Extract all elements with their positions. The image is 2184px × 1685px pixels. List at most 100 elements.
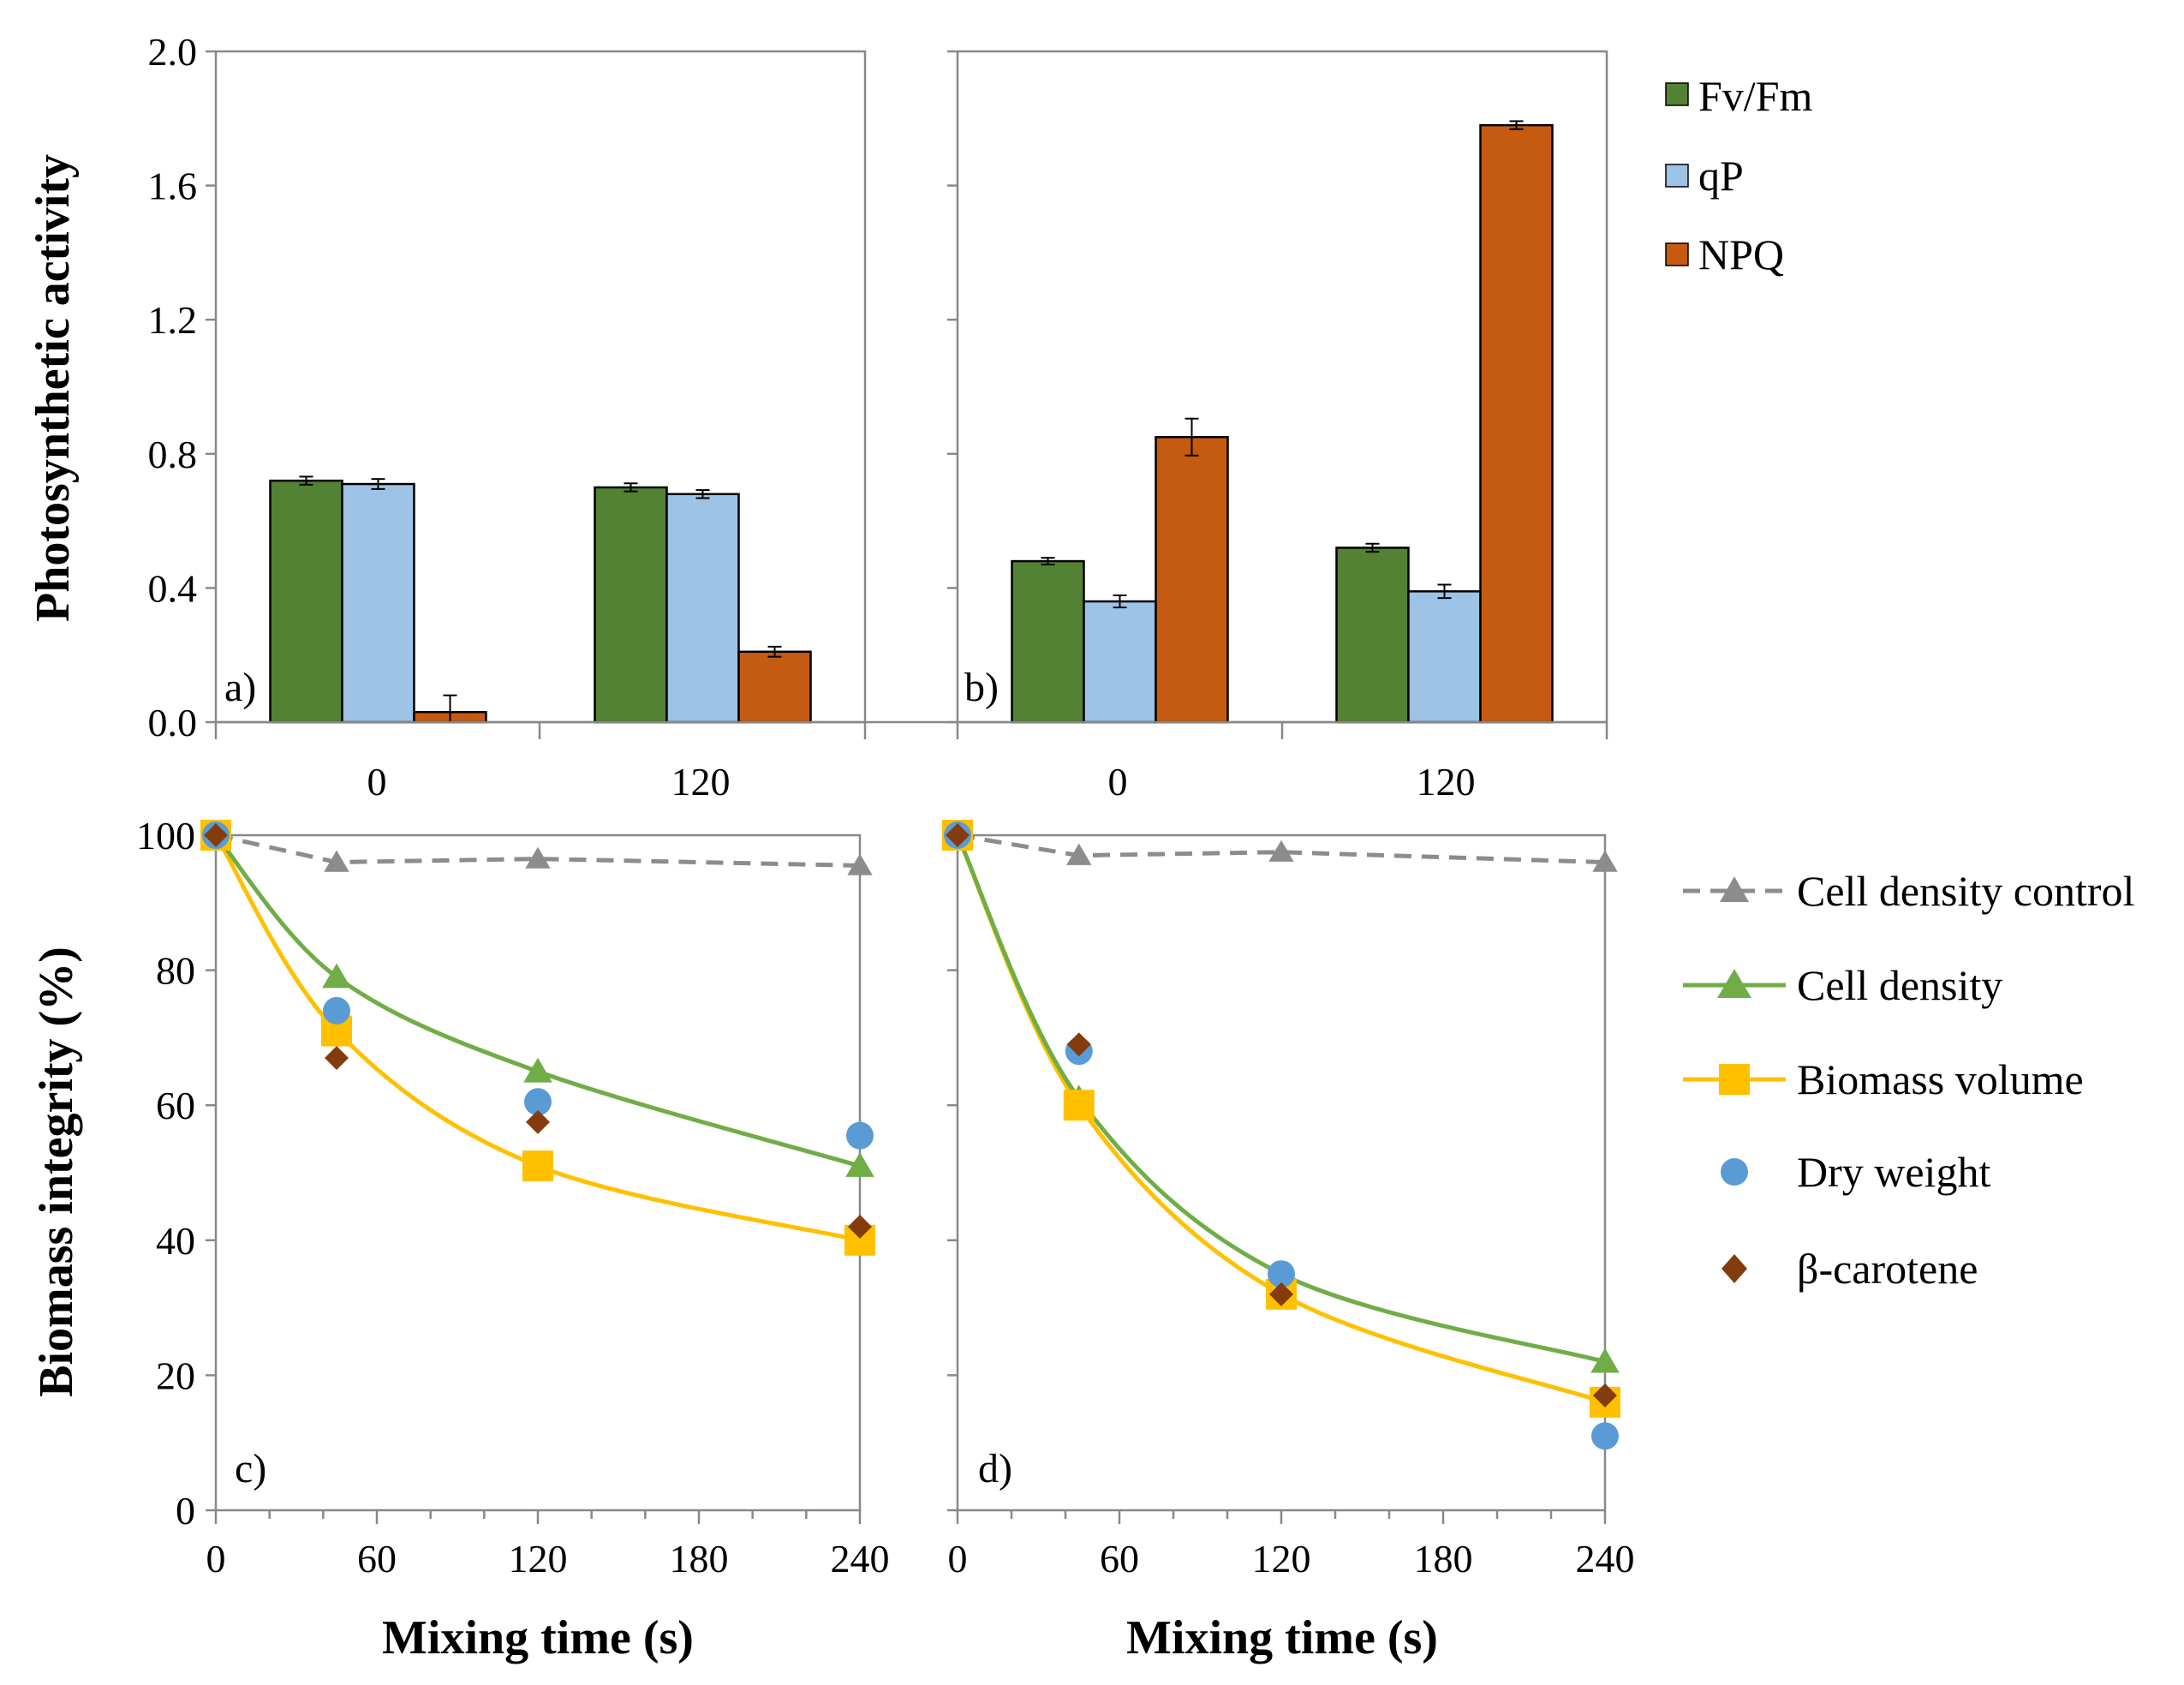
line-cell-density-control [957, 833, 1606, 865]
x-tick-label: 120 [509, 1537, 568, 1580]
y-tick-label: 0.4 [148, 566, 198, 610]
x-axis-label-d: Mixing time (s) [1126, 1611, 1438, 1664]
panel-d-axes: 0 60 120 180 240 [947, 834, 1635, 1580]
y-axis-label-bottom: Biomass integrity (%) [30, 947, 83, 1397]
y-tick-label: 2.0 [148, 30, 198, 74]
line-cell-density [955, 834, 1606, 1365]
point-beta-carotene [526, 1109, 550, 1134]
point-beta-carotene [1593, 1383, 1617, 1408]
point-dry-weight [323, 996, 350, 1025]
x-tick-label: 180 [670, 1537, 729, 1580]
legend-label-beta-carotene: β-carotene [1797, 1245, 1978, 1293]
panel-b-y-ticks [947, 50, 958, 724]
bar-fv-fm-0 [1011, 559, 1085, 724]
panel-d: 0 60 120 180 240 d) [942, 820, 1635, 1580]
bar-npq-0 [1155, 435, 1229, 724]
y-tick-label: 60 [156, 1084, 195, 1127]
legend-swatch-npq [1665, 242, 1689, 266]
panel-d-label: d) [978, 1446, 1012, 1491]
bar-qp-0 [1083, 600, 1157, 724]
panel-a-bars [269, 475, 812, 724]
line-cell-density-control [215, 833, 861, 868]
point-cell-density-control [525, 846, 551, 869]
x-tick-label: 240 [831, 1537, 890, 1580]
category-label-b-0: 0 [1108, 760, 1128, 804]
point-cell-density-control [324, 850, 349, 872]
y-tick-label: 20 [156, 1353, 195, 1397]
legend-bottom: Cell density control Cell density Biomas… [1683, 867, 2134, 1293]
point-cell-density-control [1066, 843, 1092, 865]
bar-fv-fm-120 [1335, 547, 1410, 724]
bar-qp-120 [665, 493, 740, 724]
category-label-a-0: 0 [367, 760, 387, 804]
y-tick-label: 1.2 [148, 298, 198, 342]
point-beta-carotene [204, 823, 228, 847]
legend-marker-dry-weight [1721, 1158, 1748, 1186]
panel-a: 0.0 0.4 0.8 1.2 1.6 2.0 a) [148, 30, 867, 744]
y-tick-label: 0.0 [148, 701, 198, 744]
legend-swatch-fvfm [1665, 82, 1689, 106]
y-tick-label: 80 [156, 949, 195, 993]
point-cell-density [523, 1057, 552, 1083]
legend-label-qp: qP [1698, 152, 1744, 200]
legend-top: Fv/Fm qP NPQ [1665, 72, 1813, 278]
top-category-axis: 0 120 0 120 [214, 720, 1608, 804]
panel-c-axes: 0 60 120 180 240 0 20 40 60 80 100 [136, 814, 890, 1580]
x-tick-label: 0 [948, 1537, 968, 1580]
y-tick-label: 1.6 [148, 164, 198, 208]
bar-fv-fm-0 [269, 479, 343, 724]
point-cell-density [1590, 1347, 1620, 1373]
point-dry-weight [846, 1121, 874, 1150]
legend-marker-control [1720, 876, 1749, 902]
x-tick-label: 60 [357, 1537, 397, 1580]
bar-npq-120 [1479, 123, 1554, 724]
x-tick-label: 0 [206, 1537, 226, 1580]
line-cell-density [214, 834, 861, 1168]
x-tick-label: 60 [1100, 1537, 1139, 1580]
panel-b: b) [947, 50, 1608, 724]
point-beta-carotene [1269, 1282, 1293, 1306]
y-tick-label: 100 [136, 814, 195, 857]
panel-a-y-ticks: 0.0 0.4 0.8 1.2 1.6 2.0 [148, 30, 216, 744]
y-tick-label: 0.8 [148, 433, 198, 476]
point-cell-density-control [1592, 850, 1618, 872]
y-axis-label-top: Photosynthetic activity [27, 154, 80, 622]
legend-marker-cell-density [1717, 969, 1751, 998]
panel-d-frame [956, 834, 1607, 1512]
y-tick-label: 40 [156, 1219, 195, 1263]
point-biomass-volume [1063, 1090, 1095, 1121]
panel-a-label: a) [224, 665, 256, 710]
bar-npq-120 [737, 650, 812, 724]
legend-label-control: Cell density control [1797, 867, 2134, 915]
y-tick-label: 0 [176, 1489, 195, 1533]
point-cell-density [322, 963, 351, 989]
legend-label-biomass-volume: Biomass volume [1797, 1055, 2084, 1103]
point-cell-density-control [847, 853, 873, 875]
point-cell-density [845, 1152, 874, 1177]
x-tick-label: 180 [1414, 1537, 1473, 1580]
point-dry-weight [1591, 1422, 1619, 1450]
category-label-b-120: 120 [1417, 760, 1476, 804]
point-dry-weight [1268, 1260, 1295, 1288]
point-cell-density-control [1268, 840, 1294, 862]
legend-label-dry-weight: Dry weight [1797, 1148, 1990, 1196]
line-biomass-volume [955, 834, 1606, 1405]
panel-c-plot [200, 820, 875, 1256]
legend-label-npq: NPQ [1698, 230, 1784, 278]
panel-b-label: b) [964, 665, 999, 710]
x-axis-label-c: Mixing time (s) [382, 1611, 694, 1664]
x-tick-label: 120 [1252, 1537, 1311, 1580]
legend-label-cell-density: Cell density [1797, 961, 2002, 1009]
legend-marker-beta-carotene [1722, 1254, 1747, 1283]
bar-fv-fm-120 [594, 486, 668, 724]
point-dry-weight [524, 1088, 552, 1116]
panel-b-bars [1011, 120, 1554, 724]
bar-qp-0 [341, 482, 415, 724]
point-beta-carotene [848, 1215, 872, 1240]
point-beta-carotene [325, 1046, 349, 1071]
legend-marker-biomass-volume [1719, 1064, 1750, 1095]
legend-swatch-qp [1665, 164, 1689, 188]
legend-label-fvfm: Fv/Fm [1698, 72, 1813, 120]
point-biomass-volume [522, 1150, 553, 1182]
